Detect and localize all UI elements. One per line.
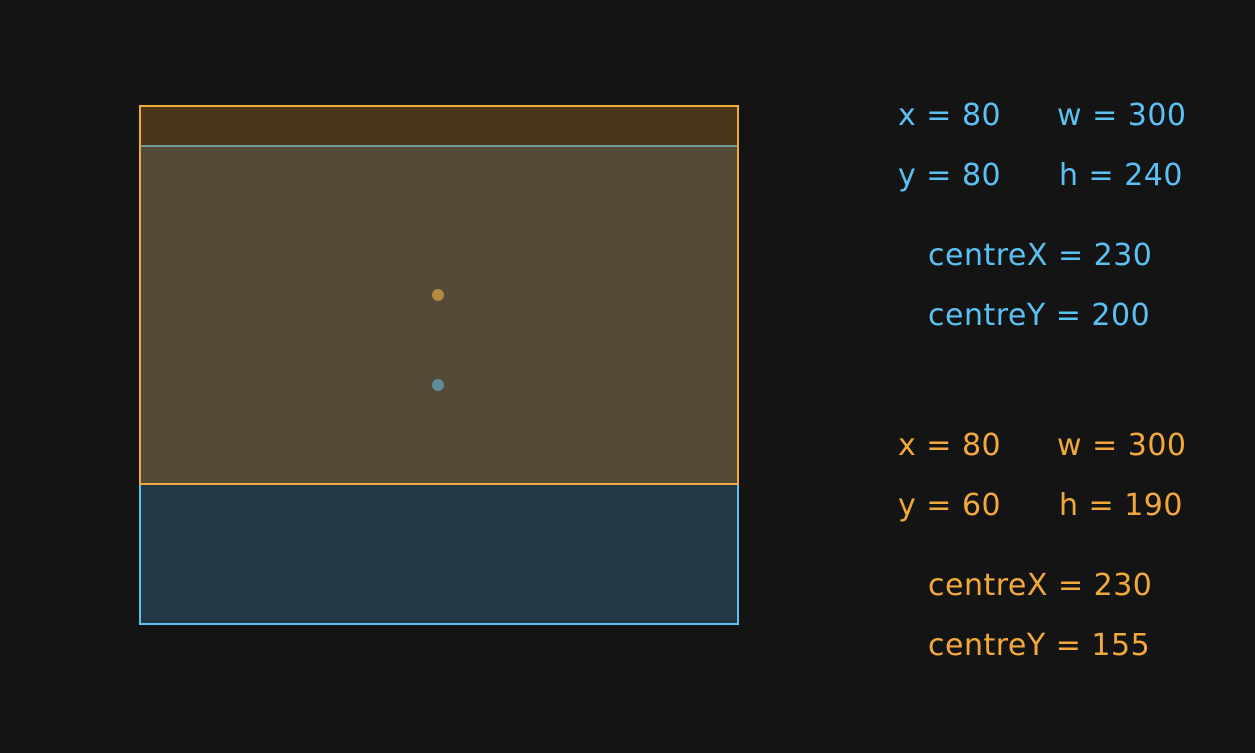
orange-centre-dot bbox=[432, 289, 444, 301]
orange-y-label: y = 60 bbox=[898, 488, 1002, 523]
blue-centre-x-label: centreX = 230 bbox=[928, 238, 1153, 273]
orange-x-label: x = 80 bbox=[898, 428, 1002, 463]
blue-centre-dot bbox=[432, 379, 444, 391]
orange-centre-x-label: centreX = 230 bbox=[928, 568, 1153, 603]
blue-y-label: y = 80 bbox=[898, 158, 1002, 193]
blue-x-label: x = 80 bbox=[898, 98, 1002, 133]
orange-centre-y-label: centreY = 155 bbox=[928, 628, 1151, 663]
orange-h-label: h = 190 bbox=[1059, 488, 1183, 523]
orange-w-label: w = 300 bbox=[1057, 428, 1187, 463]
blue-h-label: h = 240 bbox=[1059, 158, 1183, 193]
blue-centre-y-label: centreY = 200 bbox=[928, 298, 1151, 333]
blue-w-label: w = 300 bbox=[1057, 98, 1187, 133]
